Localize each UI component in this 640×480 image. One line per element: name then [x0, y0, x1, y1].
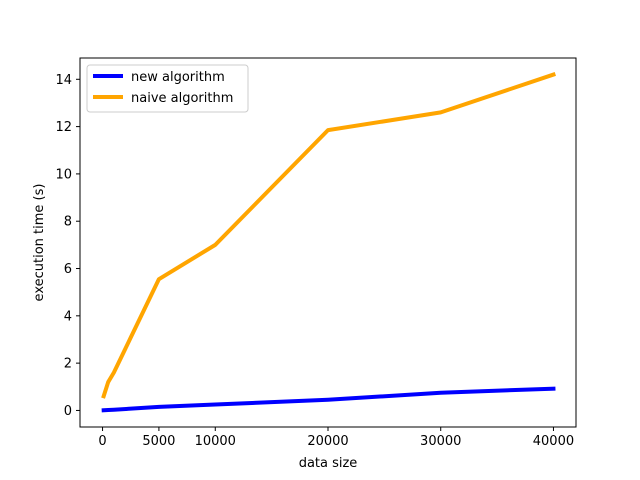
y-tick-label: 4 [64, 309, 72, 324]
y-tick-label: 0 [64, 404, 72, 419]
x-tick-label: 5000 [142, 434, 175, 449]
series-line-new-algorithm [101, 386, 556, 413]
legend: new algorithm naive algorithm [86, 64, 249, 113]
x-tick-label: 0 [98, 434, 106, 449]
y-tick-label: 14 [55, 73, 72, 88]
x-tick-label: 30000 [420, 434, 461, 449]
series-line-naive-algorithm [101, 72, 556, 399]
y-tick-label: 10 [55, 167, 72, 182]
x-tick-label: 40000 [533, 434, 574, 449]
y-axis-ticks: 0 2 4 6 8 10 12 14 [55, 73, 80, 419]
y-tick-label: 6 [64, 262, 72, 277]
x-tick-label: 20000 [307, 434, 348, 449]
y-tick-label: 12 [55, 120, 72, 135]
legend-label-naive-algorithm: naive algorithm [131, 91, 233, 106]
y-axis-label: execution time (s) [32, 184, 47, 302]
y-tick-label: 8 [64, 215, 72, 230]
x-axis-label: data size [299, 456, 358, 471]
legend-label-new-algorithm: new algorithm [131, 70, 225, 85]
series-layer [101, 72, 556, 413]
y-tick-label: 2 [64, 357, 72, 372]
x-tick-label: 10000 [195, 434, 236, 449]
x-axis-ticks: 0 5000 10000 20000 30000 40000 [98, 427, 574, 449]
legend-box [86, 64, 249, 113]
